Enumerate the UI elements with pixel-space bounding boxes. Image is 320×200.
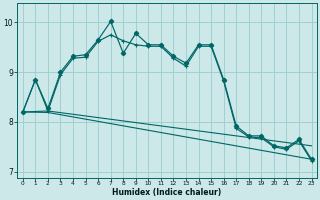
X-axis label: Humidex (Indice chaleur): Humidex (Indice chaleur) <box>112 188 221 197</box>
